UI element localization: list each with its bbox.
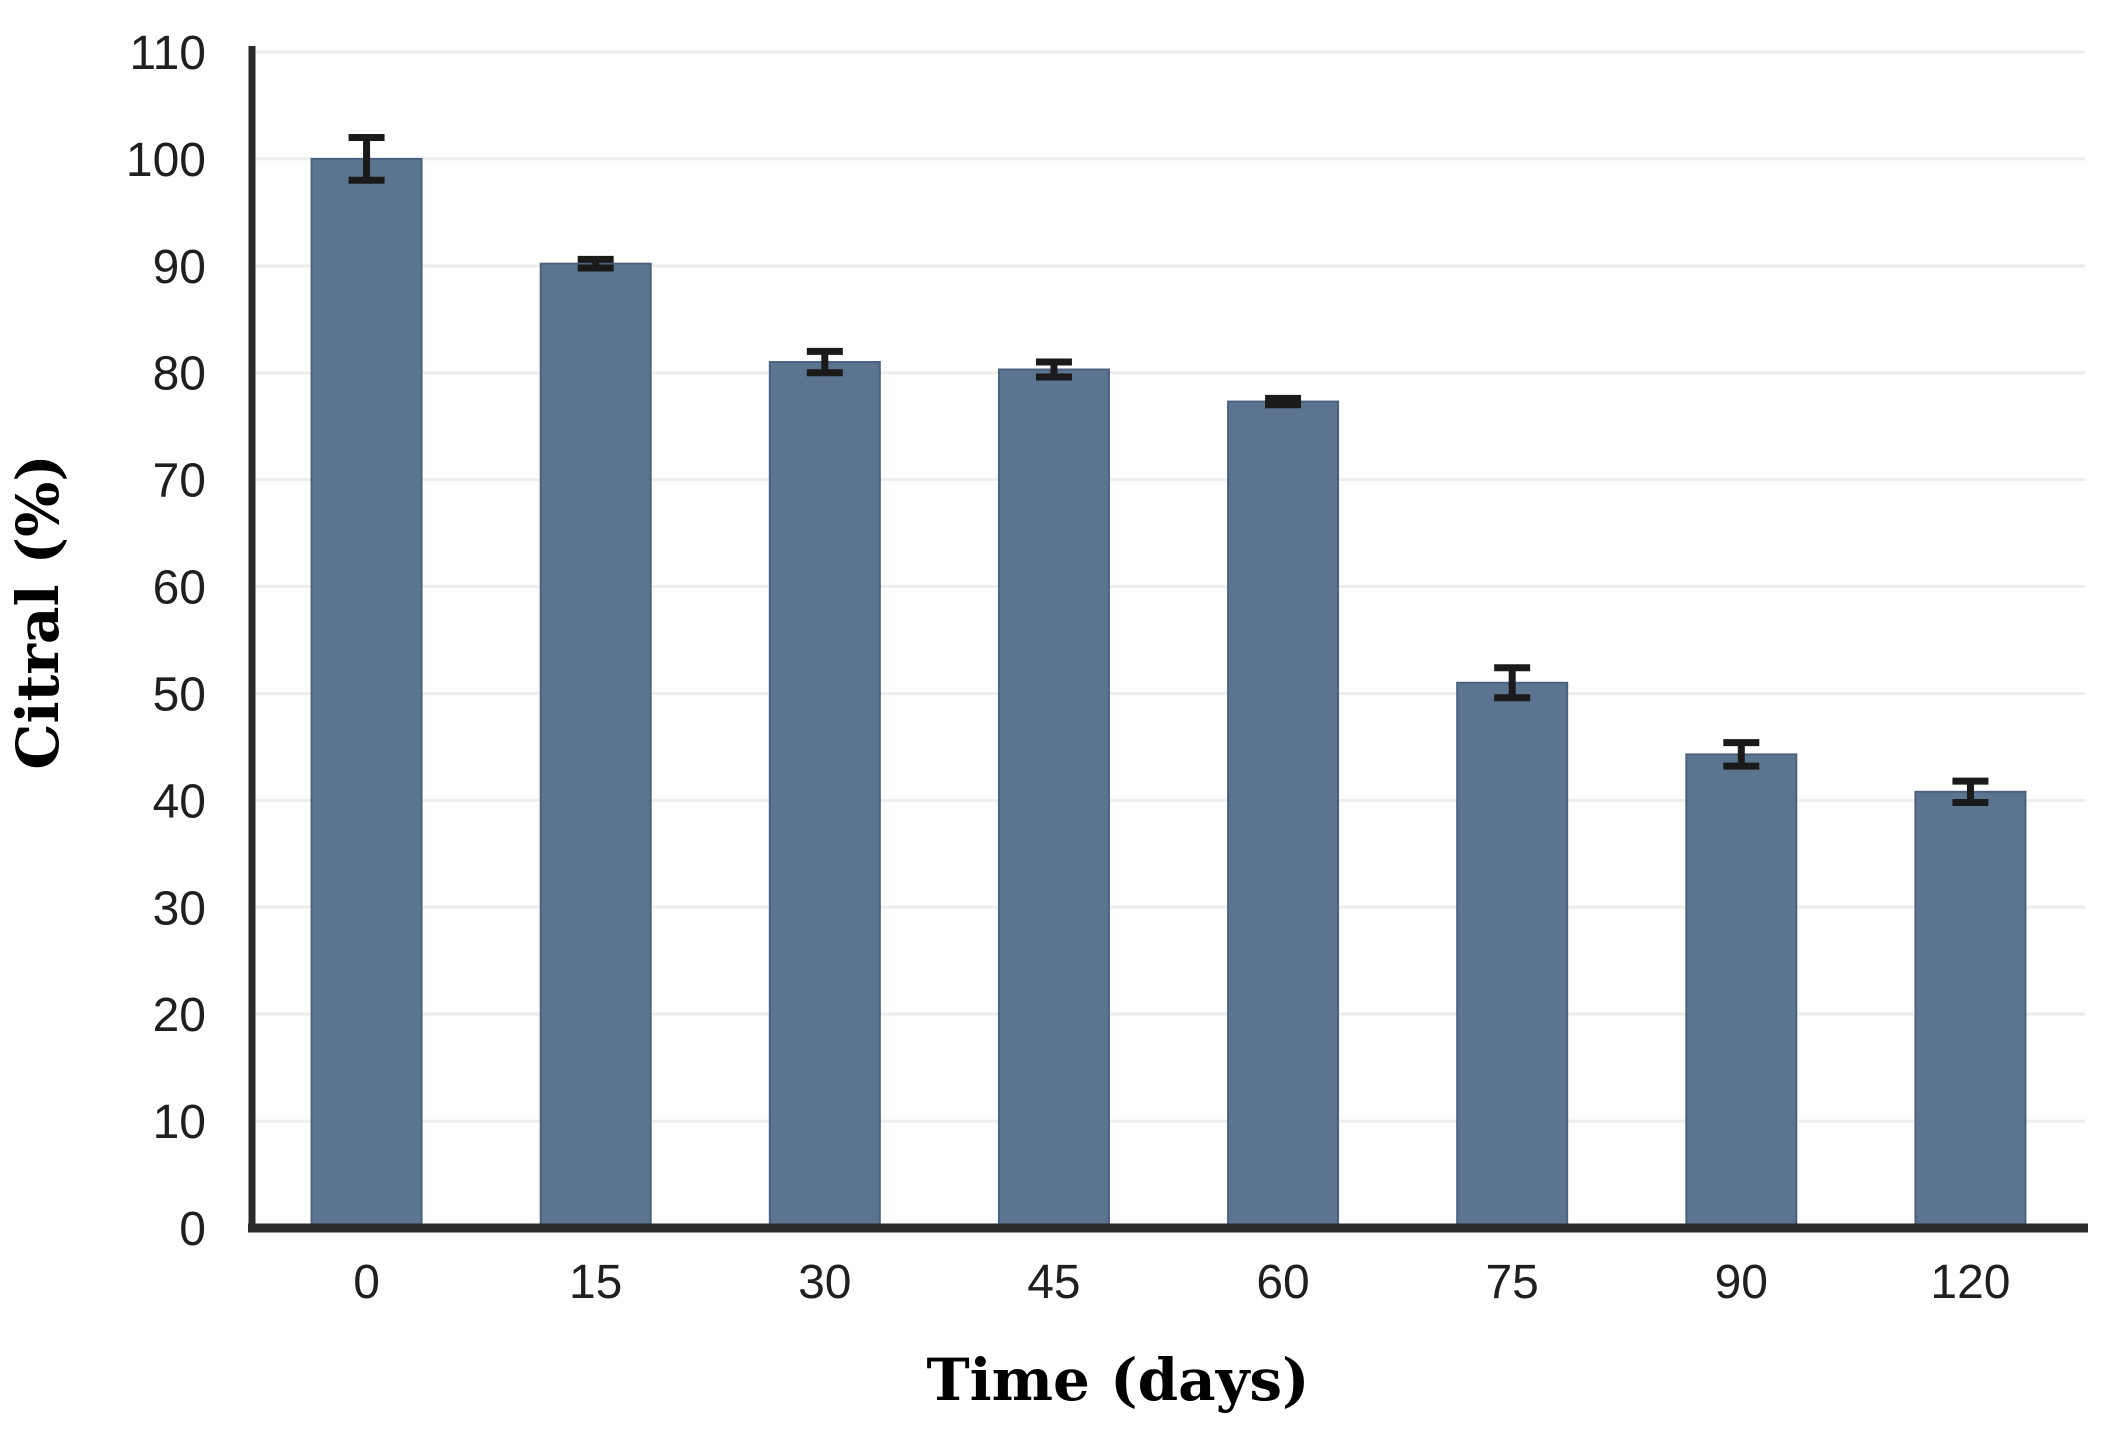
bar-120-days xyxy=(1914,790,2027,1229)
bar-30-days xyxy=(768,361,881,1229)
x-tick-label-90: 90 xyxy=(1715,1256,1768,1309)
axes-layer xyxy=(248,46,2088,1233)
error-bar-75-days xyxy=(1494,664,1531,702)
y-tick-label-20: 20 xyxy=(153,989,206,1042)
error-bar-120-days xyxy=(1952,777,1989,807)
bar-75-days xyxy=(1456,681,1569,1229)
y-axis-title: Citral (%) xyxy=(4,454,72,769)
y-tick-label-0: 0 xyxy=(179,1203,206,1256)
error-bar-45-days xyxy=(1035,358,1072,381)
y-tick-label-110: 110 xyxy=(129,27,206,80)
error-bar-60-days xyxy=(1265,394,1302,409)
y-tick-label-80: 80 xyxy=(153,348,206,401)
error-bars-layer xyxy=(348,134,1989,807)
x-tick-label-45: 45 xyxy=(1027,1256,1080,1309)
x-tick-label-60: 60 xyxy=(1256,1256,1309,1309)
y-tick-label-50: 50 xyxy=(153,668,206,721)
gridlines-layer xyxy=(252,50,2085,1123)
x-tick-label-15: 15 xyxy=(569,1256,622,1309)
x-axis-title: Time (days) xyxy=(926,1346,1309,1414)
y-tick-label-70: 70 xyxy=(153,455,206,508)
y-tick-label-60: 60 xyxy=(153,562,206,615)
bar-60-days xyxy=(1227,400,1340,1229)
tick-labels-layer: 0 10 20 30 40 50 60 70 80 90 100 110 0 15 30 45 60 75 90 12… xyxy=(126,27,2011,1309)
error-bar-90-days xyxy=(1723,739,1760,770)
x-tick-label-75: 75 xyxy=(1485,1256,1538,1309)
error-bar-15-days xyxy=(577,255,614,272)
x-tick-label-120: 120 xyxy=(1930,1256,2010,1309)
error-bar-0-days xyxy=(348,134,385,184)
y-tick-label-10: 10 xyxy=(153,1096,206,1149)
error-bar-30-days xyxy=(806,347,843,377)
bar-90-days xyxy=(1685,753,1798,1229)
x-tick-label-30: 30 xyxy=(798,1256,851,1309)
y-tick-label-100: 100 xyxy=(126,134,206,187)
bar-45-days xyxy=(997,368,1110,1229)
bar-0-days xyxy=(310,157,423,1230)
bars-layer xyxy=(310,157,2027,1230)
bar-15-days xyxy=(539,262,652,1229)
y-tick-label-30: 30 xyxy=(153,882,206,935)
x-tick-label-0: 0 xyxy=(353,1256,380,1309)
y-tick-label-90: 90 xyxy=(153,241,206,294)
y-tick-label-40: 40 xyxy=(153,775,206,828)
